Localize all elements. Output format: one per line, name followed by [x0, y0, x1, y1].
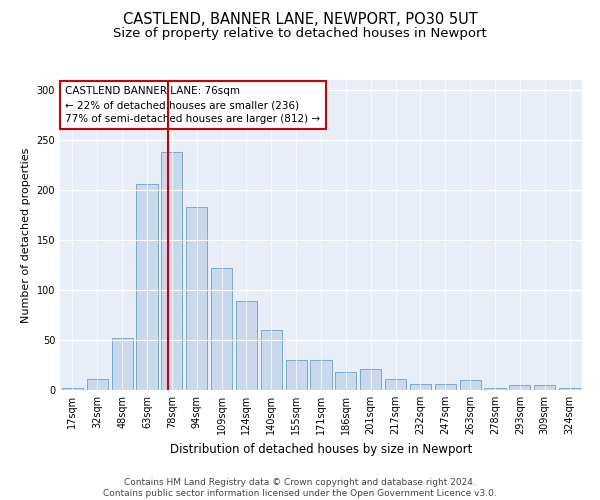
Text: Size of property relative to detached houses in Newport: Size of property relative to detached ho…	[113, 28, 487, 40]
Bar	[509, 385, 530, 390]
Bar	[534, 385, 555, 390]
Text: CASTLEND, BANNER LANE, NEWPORT, PO30 5UT: CASTLEND, BANNER LANE, NEWPORT, PO30 5UT	[122, 12, 478, 28]
Bar	[136, 184, 158, 390]
Bar	[559, 388, 580, 390]
Bar	[484, 388, 506, 390]
Bar	[435, 384, 456, 390]
Text: Distribution of detached houses by size in Newport: Distribution of detached houses by size …	[170, 442, 472, 456]
Bar	[161, 152, 182, 390]
Text: CASTLEND BANNER LANE: 76sqm
← 22% of detached houses are smaller (236)
77% of se: CASTLEND BANNER LANE: 76sqm ← 22% of det…	[65, 86, 320, 124]
Bar	[112, 338, 133, 390]
Bar	[286, 360, 307, 390]
Bar	[460, 380, 481, 390]
Bar	[62, 388, 83, 390]
Bar	[87, 379, 108, 390]
Bar	[236, 301, 257, 390]
Bar	[385, 379, 406, 390]
Bar	[186, 207, 207, 390]
Bar	[261, 330, 282, 390]
Y-axis label: Number of detached properties: Number of detached properties	[21, 148, 31, 322]
Bar	[410, 384, 431, 390]
Bar	[360, 369, 381, 390]
Bar	[310, 360, 332, 390]
Bar	[211, 268, 232, 390]
Bar	[335, 372, 356, 390]
Text: Contains HM Land Registry data © Crown copyright and database right 2024.
Contai: Contains HM Land Registry data © Crown c…	[103, 478, 497, 498]
